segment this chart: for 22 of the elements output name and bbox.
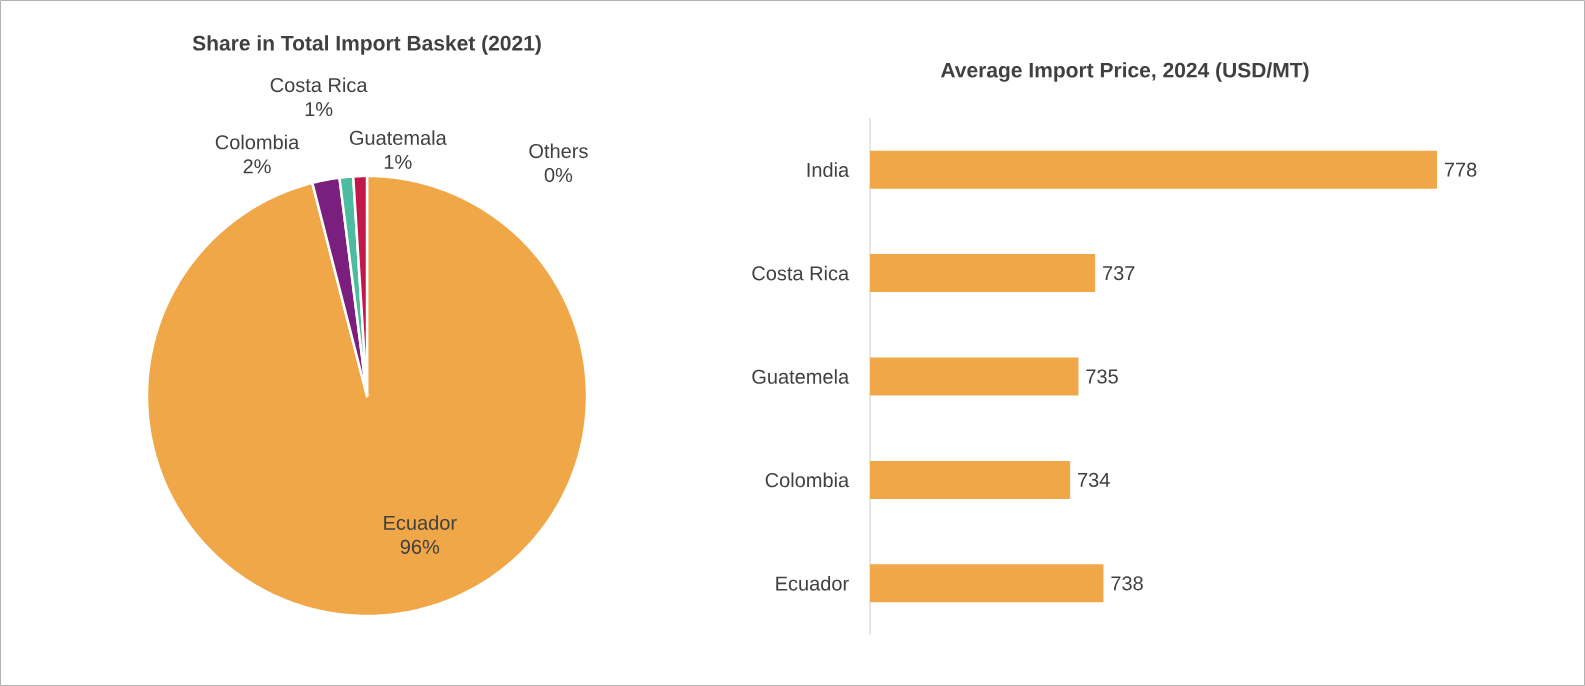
y-tick-label: India [807,162,850,178]
chart-title: Share in Total Import Basket (2021) [192,35,541,55]
text: 0% [544,167,573,183]
data-label: 737 [1103,266,1135,281]
category-label: Others [529,143,588,159]
y-tick-label: Guatemela [752,369,850,384]
data-label: 2% [243,159,271,174]
data-label: 1% [384,154,412,169]
slice-label: Costa Rica [270,77,368,93]
chart-title: Average Import Price, 2024 (USD/MT) [940,62,1309,82]
data-label: 778 [1444,162,1477,177]
slice-label: Guatemala [349,130,447,145]
data-label: 734 [1078,472,1110,487]
y-tick-label: Colombia [765,472,850,488]
data-label: 735 [1086,369,1118,384]
y-tick-label: Ecuador [776,575,849,591]
data-label: 738 [1111,576,1143,591]
slice-label: Colombia [215,134,300,150]
y-tick-label: Costa Rica [752,265,850,281]
slice-label: Ecuador [384,515,457,530]
data-label: 96% [400,539,440,554]
data-label: 1% [305,102,333,117]
